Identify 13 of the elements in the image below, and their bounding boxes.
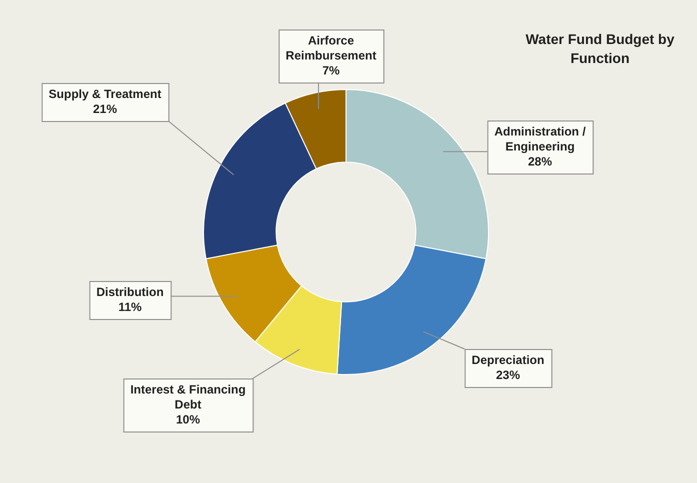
- slice-label: Distribution: [96, 284, 164, 299]
- slice-label: Administration / Engineering: [494, 124, 586, 154]
- chart-title: Water Fund Budget by Function: [524, 30, 676, 68]
- slice-label: Depreciation: [472, 352, 544, 367]
- data-label: 7%: [322, 63, 340, 78]
- data-label: 21%: [92, 102, 118, 116]
- data-label: 28%: [528, 154, 552, 168]
- data-label: 23%: [496, 368, 520, 382]
- slice-label: Airforce Reimbursement: [286, 33, 376, 62]
- data-label: 10%: [176, 412, 200, 426]
- data-label: 11%: [118, 300, 142, 314]
- slice-label: Supply & Treatment: [48, 86, 162, 101]
- slice-label: Interest & Financing Debt: [130, 382, 246, 412]
